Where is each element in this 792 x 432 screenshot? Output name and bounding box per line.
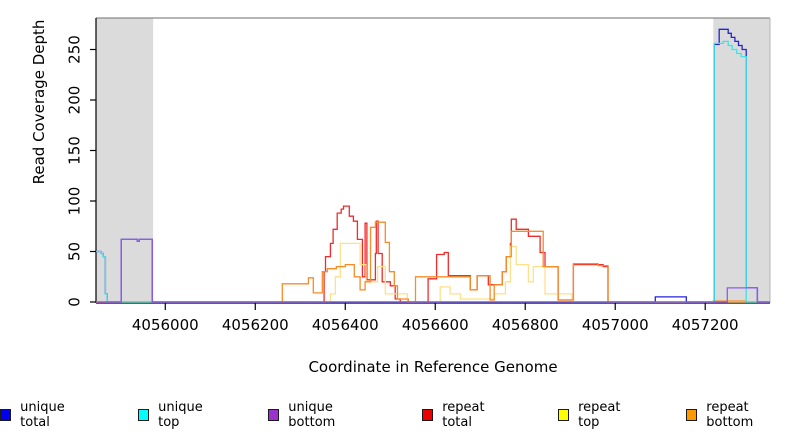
series-line-unique-top [96,40,770,303]
y-tick-label: 150 [65,136,83,165]
y-axis-title: Read Coverage Depth [30,19,48,185]
legend-label: repeat bottom [706,400,754,430]
x-tick-label: 4056400 [312,316,379,334]
series-line-repeat-top [96,242,770,303]
legend-item-repeat-bottom: repeat bottom [686,400,792,430]
legend-item-unique-top: unique top [137,400,222,430]
unique-top-swatch-icon [137,409,150,421]
legend-item-unique-total: unique total [0,400,92,430]
legend-label: unique top [158,400,203,430]
x-tick-label: 4057200 [672,316,739,334]
series-line-repeat-bottom [96,221,770,303]
repeat-total-swatch-icon [422,409,434,421]
shaded-region [96,18,154,303]
legend-item-unique-bottom: unique bottom [268,400,376,430]
unique-bottom-swatch-icon [268,409,280,421]
series-line-unique-total [96,28,770,303]
y-tick-label: 0 [65,297,83,307]
y-tick-label: 50 [65,242,83,261]
x-axis-title: Coordinate in Reference Genome [308,358,558,376]
y-tick-label: 200 [65,86,83,115]
x-tick-label: 4056600 [402,316,469,334]
y-tick-label: 250 [65,35,83,64]
legend-item-repeat-total: repeat total [422,400,512,430]
x-tick-label: 4056000 [132,316,199,334]
series-line-repeat-total [96,205,770,303]
shaded-region [713,18,770,303]
x-tick-label: 4056200 [222,316,289,334]
legend-label: unique bottom [288,400,336,430]
y-tick-label: 100 [65,187,83,216]
legend: unique total unique top unique bottom re… [0,400,792,430]
x-tick-label: 4057000 [582,316,649,334]
repeat-bottom-swatch-icon [686,409,698,421]
legend-label: repeat top [578,400,621,430]
unique-total-swatch-icon [0,409,12,421]
series-line-unique-bottom [96,238,770,303]
legend-label: unique total [20,400,65,430]
x-tick-label: 4056800 [492,316,559,334]
legend-item-repeat-top: repeat top [557,400,640,430]
repeat-top-swatch-icon [557,409,570,421]
plot-canvas: 0 50 100 150 200 250 4056000 4056200 4056400 4056… [65,17,771,334]
legend-label: repeat total [442,400,485,430]
